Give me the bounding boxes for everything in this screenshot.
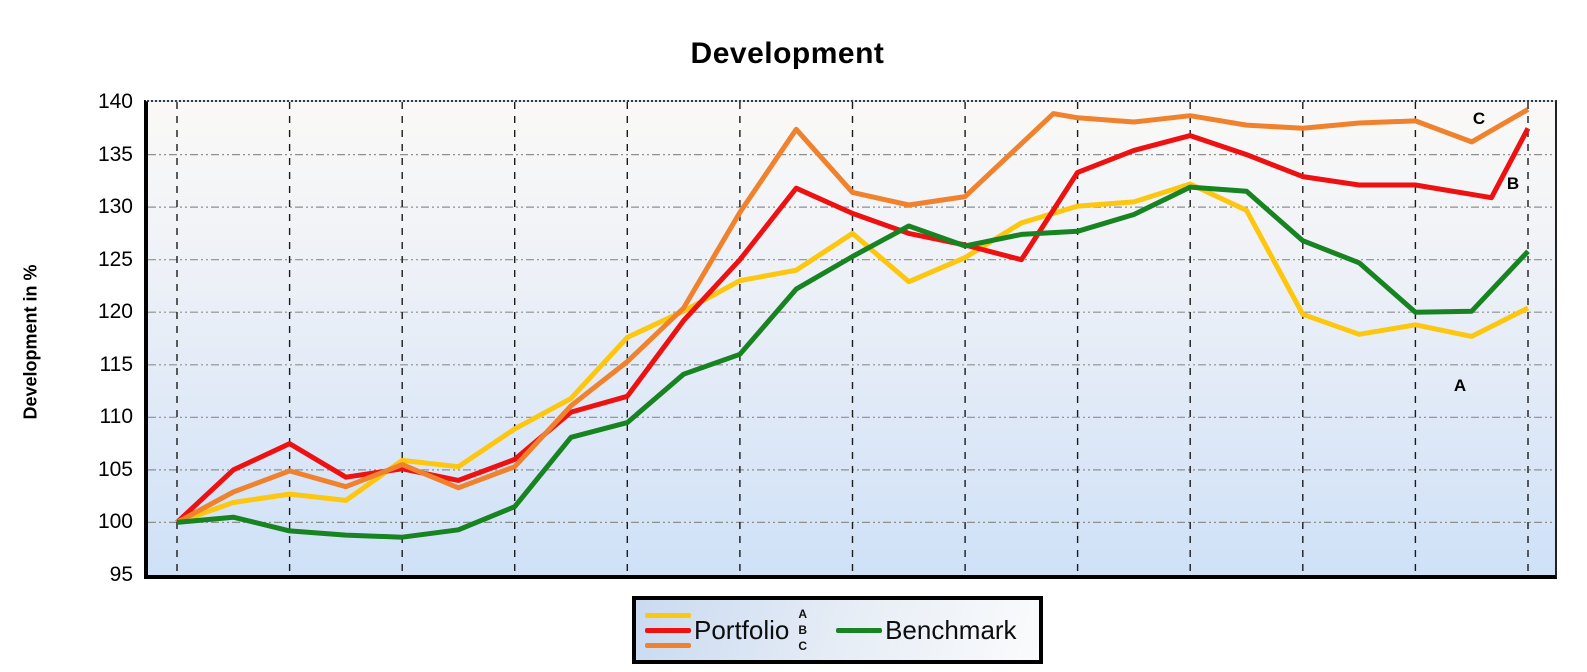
y-tick-label: 105	[97, 457, 133, 481]
chart-title: Development	[690, 37, 885, 70]
y-axis-tick-labels: 140 135 130 125 120 115 110 105 100 95	[0, 0, 133, 672]
portfolio-letter-b: B	[798, 623, 808, 637]
portfolio-a-swatch	[645, 612, 691, 618]
portfolio-swatches	[645, 612, 691, 648]
y-tick-label: 95	[109, 563, 133, 586]
portfolio-letter-a: A	[798, 607, 808, 621]
series-line-benchmark	[176, 184, 1530, 540]
series-line-portfolio-c	[175, 107, 1530, 525]
portfolio-b-swatch	[645, 627, 691, 633]
series-line-portfolio-b	[175, 127, 1531, 525]
portfolio-c-swatch	[645, 642, 691, 648]
y-tick-label: 125	[97, 247, 133, 271]
y-tick-label: 135	[97, 142, 133, 166]
plot-area: C B A	[144, 100, 1557, 579]
chart-label-a: A	[1454, 376, 1466, 395]
chart-label-b: B	[1507, 174, 1519, 193]
y-tick-label: 140	[97, 90, 133, 113]
series-line-portfolio-a	[176, 181, 1530, 525]
legend-label-benchmark: Benchmark	[885, 614, 1017, 645]
legend: Portfolio A B C Benchmark	[632, 596, 1043, 664]
y-tick-label: 110	[99, 405, 133, 429]
y-tick-label: 100	[97, 510, 133, 534]
chart-svg: C B A	[148, 102, 1555, 575]
benchmark-swatch	[836, 627, 883, 633]
y-tick-label: 130	[97, 195, 133, 219]
y-tick-label: 120	[97, 300, 133, 324]
portfolio-letter-stack: A B C	[798, 606, 807, 654]
chart-label-c: C	[1473, 109, 1485, 128]
y-tick-label: 115	[99, 352, 133, 376]
legend-label-portfolio: Portfolio	[694, 614, 790, 645]
portfolio-letter-c: C	[798, 639, 808, 653]
